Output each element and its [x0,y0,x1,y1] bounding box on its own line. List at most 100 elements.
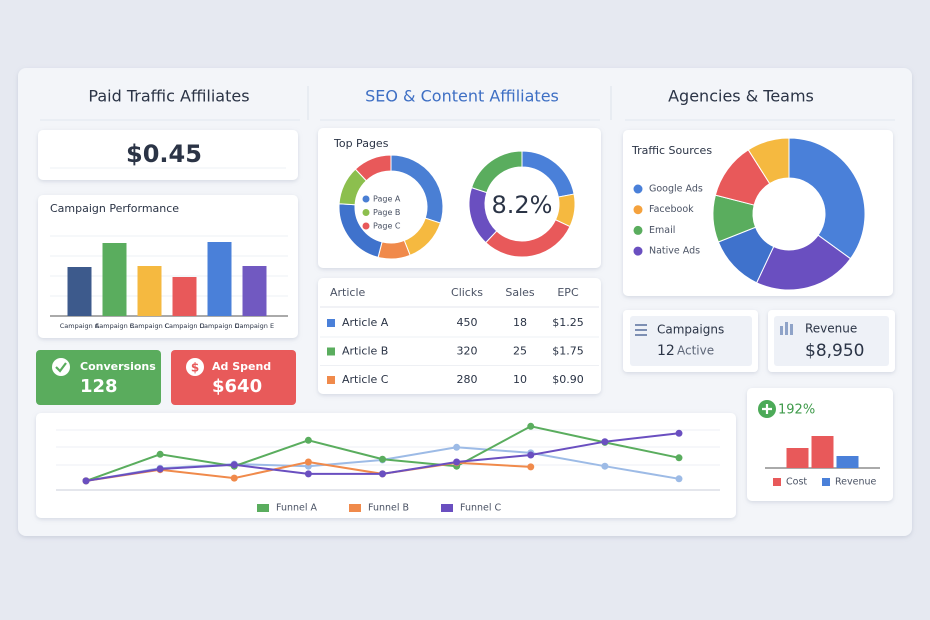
column-title: SEO & Content Affiliates [365,87,559,106]
bar [786,448,809,468]
table-cell: 18 [513,316,527,329]
legend-swatch [633,184,643,194]
x-tick-label: Campaign B [95,322,135,330]
campaigns-inner [630,316,752,366]
bar [67,267,92,316]
table-cell: Article B [342,345,388,358]
center-label: 8.2% [492,191,553,219]
plus-glyph [762,404,772,414]
point [453,458,461,466]
chart-title: Traffic Sources [631,144,712,157]
check-icon [52,358,70,376]
legend-label: Funnel C [460,503,502,514]
bar [137,266,162,316]
legend-label: Revenue [835,477,877,488]
point [453,443,461,451]
donut-segment [377,239,411,260]
campaigns-label: Campaigns [657,323,724,337]
revenue-inner [774,316,889,366]
x-tick-label: Campaign D [164,322,204,330]
point [156,465,164,473]
point [601,438,609,446]
legend-swatch [633,205,643,215]
table-cell: Article C [342,373,389,386]
row-swatch [327,319,335,327]
column-title: Agencies & Teams [668,87,814,106]
legend-swatch [257,504,269,512]
point [304,436,312,444]
legend-swatch [773,478,781,486]
legend-swatch [349,504,361,512]
table-cell: $0.90 [552,373,584,386]
point [675,429,683,437]
x-tick-label: Campaign A [60,322,100,330]
legend-label: Funnel B [368,503,409,514]
bar [836,456,859,468]
legend-swatch [362,195,370,203]
epc-value: $0.45 [126,140,202,168]
conversions-value: 128 [80,376,118,397]
bar [172,277,197,316]
table-cell: 320 [457,345,478,358]
table-header: EPC [557,286,579,299]
legend-swatch [633,246,643,256]
table-cell: 450 [457,316,478,329]
column-title: Paid Traffic Affiliates [88,87,249,106]
x-tick-label: Campaign C [130,322,170,330]
table-cell: Article A [342,316,389,329]
point [379,455,386,463]
table-cell: 10 [513,373,527,386]
table: Article Clicks Sales EPC Article A 450 18 $1.25… [320,286,599,386]
legend-swatch [633,225,643,235]
point [379,470,386,478]
legend-label: Native Ads [649,246,700,257]
donut-segment [788,137,866,260]
chart-title: Campaign Performance [50,202,179,215]
table-header: Sales [505,286,535,299]
row-swatch [327,347,335,356]
point [82,477,90,485]
legend-label: Google Ads [649,184,703,195]
grid-decoration [56,429,720,466]
point [156,450,164,458]
check-mark [55,362,67,373]
donut-segment [755,234,852,291]
legend-swatch [441,504,453,512]
x-tick-label: Campaign E [235,322,274,330]
legend-label: Cost [786,477,807,488]
legend-label: Email [649,225,675,236]
campaigns-status: Active [677,344,714,358]
row-swatch [327,376,335,384]
list-icon [635,324,647,336]
table-header: Clicks [451,286,483,299]
ad-spend-label: Ad Spend [212,360,271,373]
legend-label: Funnel A [276,503,318,514]
campaigns-count: 12 [657,343,675,359]
table-header: Article [330,286,366,299]
legend-label: Page A [373,195,401,204]
point [527,463,535,471]
revenue-value: $8,950 [805,341,864,361]
legend-swatch [362,209,370,216]
legend-swatch [822,478,830,486]
point [675,454,683,462]
bar [102,243,127,316]
bars-icon [780,322,793,335]
point [527,451,535,459]
point [527,422,535,430]
dollar-icon [186,358,204,376]
table-cell: $1.75 [552,345,584,358]
revenue-label: Revenue [805,322,857,336]
conversions-label: Conversions [80,360,156,373]
dollar-glyph: $ [191,361,199,375]
point [230,474,238,482]
legend-label: Facebook [649,204,694,215]
legend-label: Page B [373,208,400,217]
table-cell: 25 [513,345,527,358]
ad-spend-value: $640 [212,376,262,397]
legend-swatch [362,222,370,230]
point [304,470,312,478]
donut-segment [747,137,790,185]
point [601,462,609,470]
